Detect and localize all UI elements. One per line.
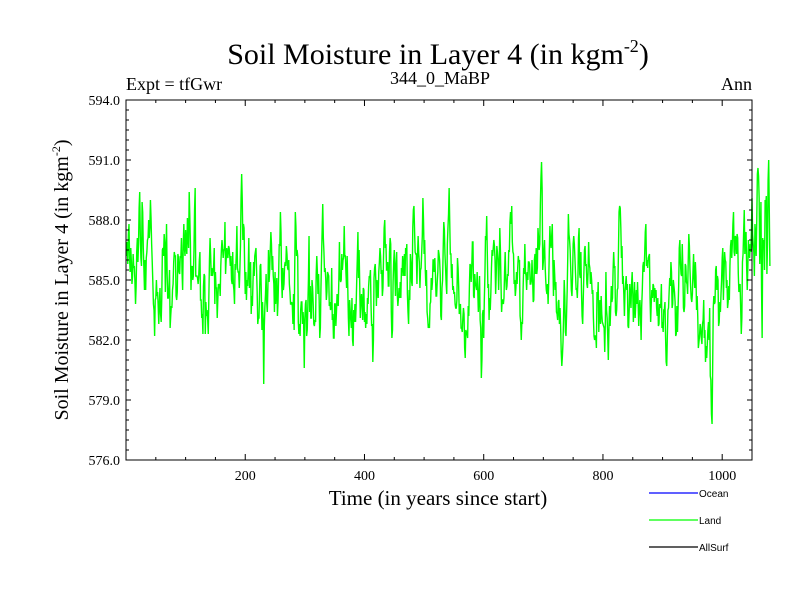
plot-frame (125, 99, 753, 461)
y-axis-label-close: ) (51, 139, 73, 146)
x-tick-label-0: 200 (235, 469, 256, 484)
subtitle-center: 344_0_MaBP (390, 68, 490, 88)
chart-title-main: Soil Moisture in Layer 4 (in kgm (227, 38, 624, 71)
series-group (125, 159, 771, 425)
subtitle-right: Ann (721, 74, 752, 94)
y-axis-label: Soil Moisture in Layer 4 (in kgm-2) (49, 139, 73, 420)
x-tick-label-3: 800 (592, 469, 613, 484)
y-axis-label-main: Soil Moisture in Layer 4 (in kgm (51, 156, 73, 421)
chart-title: Soil Moisture in Layer 4 (in kgm-2) (227, 36, 649, 71)
y-tick-label-2: 582.0 (89, 334, 121, 349)
x-tick-label-1: 400 (354, 469, 375, 484)
legend-allsurf-label: AllSurf (699, 543, 729, 554)
chart-title-superscript: -2 (624, 36, 639, 56)
y-tick-label-6: 594.0 (89, 94, 121, 109)
legend-ocean-label: Ocean (699, 489, 728, 500)
legend: Ocean Land AllSurf (649, 489, 729, 554)
series-line-land (125, 159, 771, 425)
x-tick-label-2: 600 (473, 469, 494, 484)
y-tick-label-1: 579.0 (89, 394, 121, 409)
y-tick-label-5: 591.0 (89, 154, 121, 169)
chart-title-close: ) (639, 38, 649, 71)
subtitle-left: Expt = tfGwr (126, 74, 222, 94)
x-axis-label: Time (in years since start) (329, 486, 548, 510)
y-tick-label-4: 588.0 (89, 214, 121, 229)
x-tick-label-4: 1000 (708, 469, 736, 484)
y-tick-label-3: 585.0 (89, 274, 121, 289)
y-axis-label-superscript: -2 (49, 146, 63, 156)
y-tick-label-0: 576.0 (89, 454, 121, 469)
legend-land-label: Land (699, 516, 721, 527)
